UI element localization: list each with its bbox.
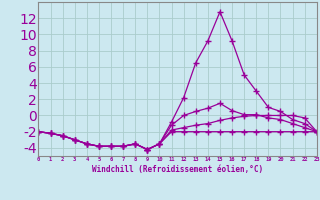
X-axis label: Windchill (Refroidissement éolien,°C): Windchill (Refroidissement éolien,°C): [92, 165, 263, 174]
